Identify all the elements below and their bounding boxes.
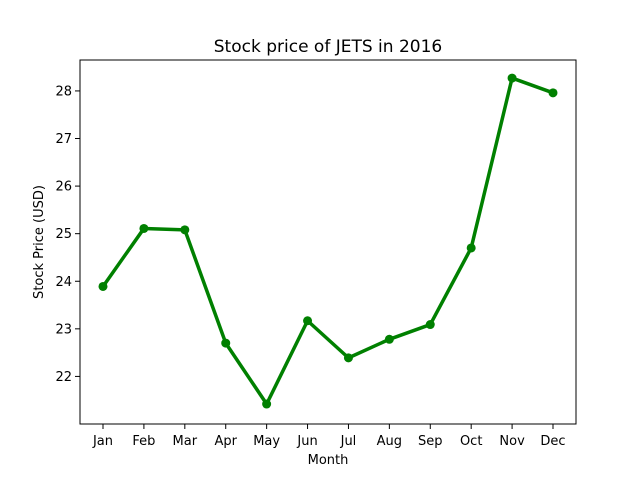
data-point-dec [548,88,558,98]
x-axis: Jan Feb Mar Apr May Jun Jul Aug Sep Oct Nov Dec [92,424,566,449]
y-tick-label: 27 [55,132,72,147]
x-tick-label: Oct [460,434,482,449]
x-tick-label: Feb [132,434,155,449]
x-tick-label: May [253,434,280,449]
series-line [101,76,554,406]
chart-title: Stock price of JETS in 2016 [214,37,442,57]
data-point-feb [139,223,149,233]
y-axis-label: Stock Price (USD) [32,185,47,299]
x-axis-label: Month [308,453,349,468]
x-tick-label: Aug [377,434,402,449]
x-tick-label: Jul [340,434,357,449]
data-point-nov [507,73,517,83]
x-tick-label: Jan [92,434,113,449]
x-tick-label: Jun [296,434,317,449]
data-point-may [262,399,272,409]
data-point-apr [221,338,231,348]
y-tick-label: 26 [55,180,72,195]
x-tick-label: Apr [214,434,237,449]
data-point-oct [466,243,476,253]
x-tick-label: Dec [540,434,565,449]
data-point-jul [343,353,353,363]
y-tick-label: 24 [55,275,72,290]
data-point-jan [98,281,108,291]
x-tick-label: Nov [499,434,525,449]
y-tick-label: 22 [55,370,72,385]
data-point-mar [180,225,190,235]
y-tick-label: 25 [55,227,72,242]
data-point-jun [303,316,313,326]
x-tick-label: Sep [418,434,443,449]
x-tick-label: Mar [173,434,198,449]
series-points [98,73,558,409]
data-point-sep [425,320,435,330]
data-point-aug [384,334,394,344]
y-tick-label: 28 [55,84,72,99]
plot-area-frame [79,59,577,425]
y-tick-label: 23 [55,322,72,337]
y-axis: 22 23 24 25 26 27 28 [55,84,80,385]
